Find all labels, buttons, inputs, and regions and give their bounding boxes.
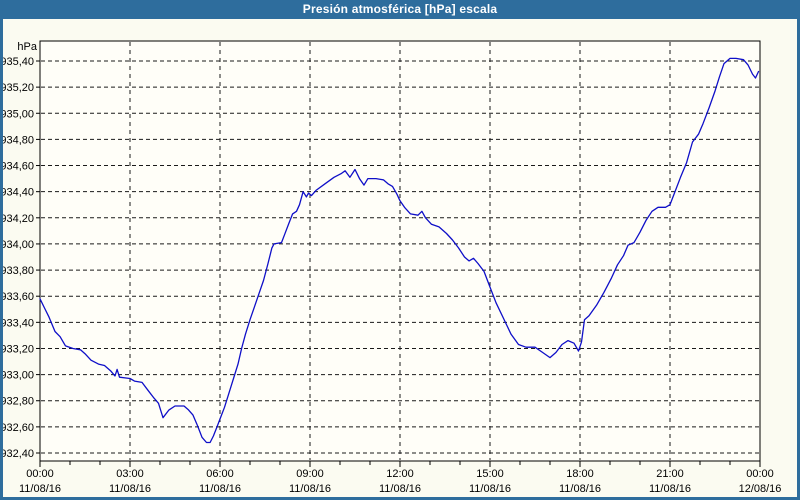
x-tick-date-label: 11/08/16 — [199, 483, 241, 495]
x-tick-date-label: 11/08/16 — [469, 483, 511, 495]
y-tick-label: 933,20 — [3, 343, 34, 355]
chart-area: 935,40 935,20 935,00 934,80 934,60 934,40 934,… — [3, 19, 797, 497]
x-tick-date-label: 11/08/16 — [559, 483, 601, 495]
x-tick-date-label: 11/08/16 — [19, 483, 61, 495]
y-tick-label: 935,20 — [3, 82, 34, 94]
x-tick-time-label: 21:00 — [656, 468, 684, 480]
y-tick-label: 932,40 — [3, 448, 34, 460]
y-tick-label: 934,00 — [3, 239, 34, 251]
x-tick-time-label: 15:00 — [476, 468, 504, 480]
y-tick-label: 932,80 — [3, 396, 34, 408]
x-tick-time-label: 09:00 — [296, 468, 324, 480]
y-tick-label: 933,60 — [3, 291, 34, 303]
x-tick-time-label: 00:00 — [746, 468, 774, 480]
y-tick-label: 933,40 — [3, 317, 34, 329]
y-axis-unit-label: hPa — [17, 41, 37, 53]
pressure-chart: 935,40 935,20 935,00 934,80 934,60 934,40 934,… — [3, 40, 782, 495]
y-tick-label: 932,60 — [3, 422, 34, 434]
x-tick-time-label: 18:00 — [566, 468, 594, 480]
y-tick-label: 934,80 — [3, 134, 34, 146]
x-tick-date-label: 11/08/16 — [379, 483, 421, 495]
y-tick-label: 935,40 — [3, 56, 34, 68]
pressure-line-series — [39, 57, 760, 444]
x-tick-time-label: 03:00 — [116, 468, 144, 480]
x-tick-date-label: 11/08/16 — [109, 483, 151, 495]
y-tick-label: 934,20 — [3, 213, 34, 225]
x-tick-date-label: 11/08/16 — [289, 483, 331, 495]
y-tick-label: 933,80 — [3, 265, 34, 277]
y-tick-label: 934,40 — [3, 187, 34, 199]
y-tick-label: 934,60 — [3, 161, 34, 173]
x-tick-time-label: 00:00 — [26, 468, 54, 480]
y-tick-label: 935,00 — [3, 108, 34, 120]
x-tick-date-label: 11/08/16 — [649, 483, 691, 495]
x-tick-time-label: 12:00 — [386, 468, 414, 480]
window-title: Presión atmosférica [hPa] escala — [0, 0, 800, 19]
x-tick-time-label: 06:00 — [206, 468, 234, 480]
x-tick-date-label: 12/08/16 — [739, 483, 782, 495]
y-tick-label: 933,00 — [3, 370, 34, 382]
